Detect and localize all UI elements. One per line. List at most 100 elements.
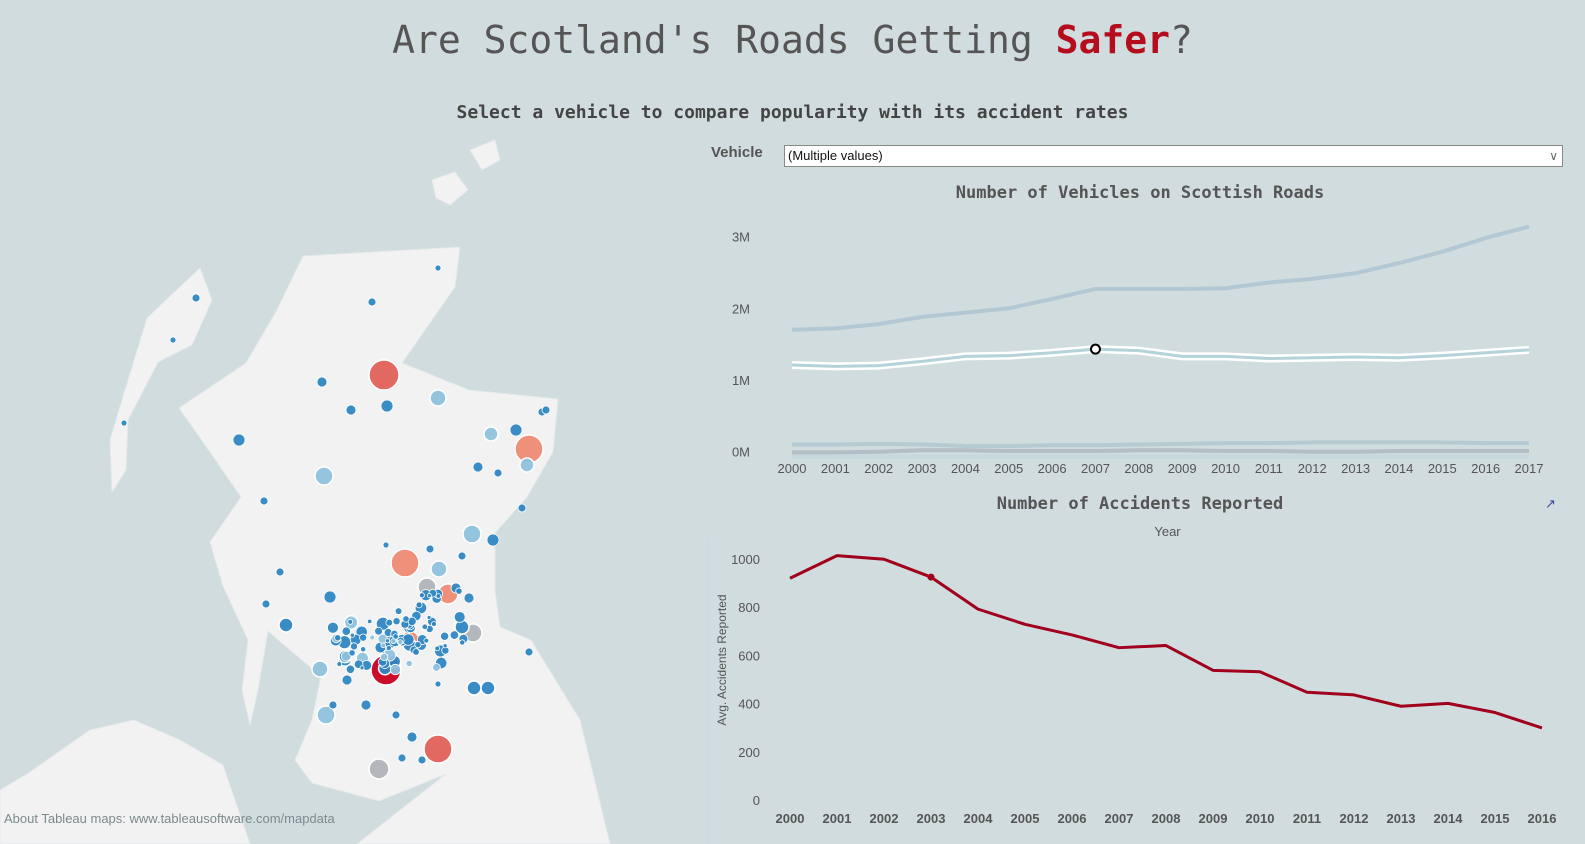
map-land-mainland [178,246,611,844]
map-point-light_blue [519,457,535,473]
map-point-dark_blue [426,593,432,598]
map-point-dark_blue [275,567,285,577]
map-land-orkney [431,171,469,206]
map-point-dark_blue [453,611,466,623]
map-point-dark_blue [434,264,442,272]
external-link-icon[interactable]: ↗ [1545,497,1556,512]
map-point-dark_blue [384,638,390,644]
x-tick-label: 2014 [1384,461,1413,476]
map-point-light_blue [389,663,401,676]
map-point-dark_blue [366,618,373,625]
x-tick-label: 2005 [1011,811,1040,826]
y-tick-label: 2M [732,301,750,316]
vehicles-chart[interactable]: 0M 1M 2M 3M 2000 2001 2002 2003 2004 2005 2006 2007… [700,205,1585,485]
map-point-dark_blue [421,623,429,631]
map-point-dark_blue [385,645,392,652]
accidents-chart-title: Number of Accidents Reported [996,494,1284,514]
map-point-dark_blue [463,592,475,604]
accidents-chart[interactable]: 0 200 400 600 800 1000 2000 2001 2002 2003 2004 200… [700,540,1585,844]
map-point-light_blue [369,634,376,641]
map-point-dark_blue [417,755,427,765]
map-point-dark_blue [359,633,368,642]
map-point-light_blue [397,639,404,645]
map-point-dark_blue [541,405,551,415]
map-point-dark_blue [455,587,463,595]
map-point-dark_blue [334,634,342,642]
map-point-dark_blue [412,648,420,656]
map-point-dark_blue [391,710,401,720]
map-point-dark_blue [336,661,343,667]
map-point-dark_blue [431,621,437,627]
map-point-dark_blue [406,731,418,743]
map-point-dark_blue [349,632,355,638]
map-point-dark_blue [326,621,339,634]
vehicle-series-line [792,440,1529,448]
map-points[interactable] [120,264,551,780]
x-tick-label: 2007 [1105,811,1134,826]
title-accent: Safer [1055,18,1170,62]
map-point-dark_blue [459,639,466,646]
x-tick-label: 2011 [1293,811,1321,826]
x-tick-label: 2015 [1428,461,1457,476]
vehicle-selected-value: (Multiple values) [788,148,883,163]
map-point-dark_blue [374,626,383,636]
map-point-dark_blue [480,680,496,696]
map-point-dark_blue [345,664,356,674]
map-point-dark_blue [341,626,351,636]
x-tick-label: 2009 [1168,461,1197,476]
map-point-light_blue [316,705,336,725]
map-point-dark_blue [442,643,448,649]
y-axis-title: Avg. Accidents Reported [715,594,729,725]
map-point-dark_blue [259,496,269,506]
map-point-dark_blue [316,376,328,388]
x-tick-label: 2006 [1038,461,1067,476]
x-tick-label: 2009 [1199,811,1228,826]
map-point-dark_blue [341,674,353,686]
map-point-dark_blue [493,468,503,478]
x-tick-label: 2013 [1341,461,1370,476]
map-point-dark_blue [360,699,372,711]
vehicle-series-line [791,347,1530,368]
map-point-dark_blue [328,700,338,710]
map-point-dark_blue [232,433,246,447]
map-point-dark_blue [425,544,435,554]
map-credit-link[interactable]: About Tableau maps: www.tableausoftware.… [4,811,335,826]
map-point-dark_blue [472,461,484,473]
vehicles-chart-title: Number of Vehicles on Scottish Roads [955,183,1325,203]
x-tick-label: 2010 [1246,811,1275,826]
map-point-light_blue [430,560,448,578]
y-tick-label: 3M [732,230,750,245]
x-tick-label: 2008 [1124,461,1153,476]
page-title: Are Scotland's Roads Getting Safer? [0,18,1585,62]
map-point-dark_blue [457,551,467,561]
y-tick-label: 600 [738,648,760,663]
map-point-dark_blue [169,336,177,344]
x-tick-label: 2006 [1058,811,1087,826]
map-point-dark_blue [440,631,450,641]
accidents-x-axis-title: Year [1154,524,1181,539]
map-point-dark_blue [347,619,354,625]
accident-map[interactable] [0,140,700,844]
chevron-down-icon[interactable]: ∨ [1549,149,1558,163]
map-point-dark_blue [435,593,442,599]
y-tick-label: 400 [738,697,760,712]
map-point-light_blue [432,663,441,672]
map-point-dark_blue [434,680,442,688]
x-tick-label: 2015 [1481,811,1510,826]
vehicle-select[interactable]: (Multiple values) ∨ [784,145,1563,167]
x-tick-label: 2008 [1152,811,1181,826]
map-point-dark_blue [382,541,390,549]
x-tick-label: 2016 [1471,461,1500,476]
x-tick-label: 2004 [964,811,994,826]
map-point-light_blue [462,524,482,544]
y-tick-label: 0 [753,793,760,808]
map-point-dark_blue [261,599,271,609]
map-point-light_blue [405,659,413,668]
vehicle-filter-label: Vehicle [711,144,763,161]
x-tick-label: 2013 [1387,811,1416,826]
y-tick-label: 0M [732,445,750,460]
x-tick-label: 2002 [870,811,899,826]
map-point-dark_blue [415,601,423,609]
map-point-dark_blue [524,647,534,657]
x-tick-label: 2010 [1211,461,1240,476]
